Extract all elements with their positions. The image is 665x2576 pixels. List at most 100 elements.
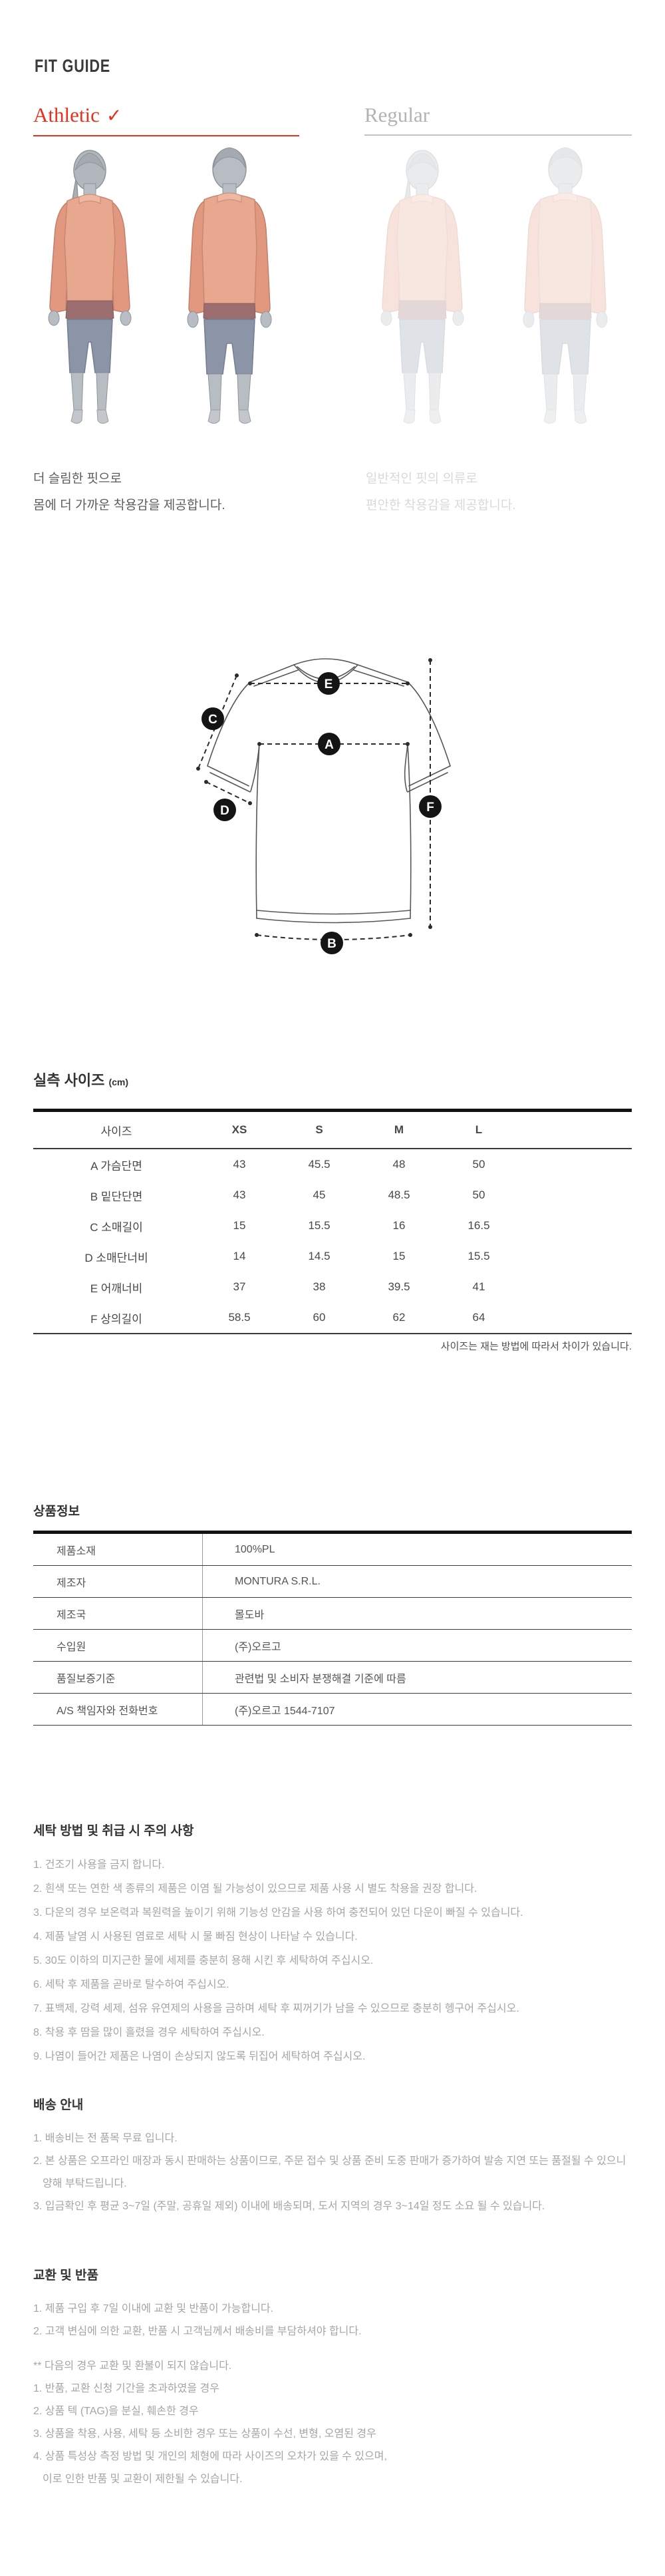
list-item: 9. 나염이 들어간 제품은 나염이 손상되지 않도록 뒤집어 세탁하여 주십시… [33, 2051, 366, 2062]
list-item: 1. 제품 구입 후 7일 이내에 교환 및 반품이 가능합니다. [33, 2303, 274, 2314]
info-value: 몰도바 [235, 1609, 265, 1621]
size-table: 사이즈 XS S M L A 가슴단면 43 45.5 48 50 B 밑단단면… [33, 1109, 632, 1334]
list-item: 8. 착용 후 땀을 많이 흘렸을 경우 세탁하여 주십시오. [33, 2027, 265, 2038]
shipping-section: 배송 안내 1. 배송비는 전 품목 무료 입니다. 2. 본 상품은 오프라인… [33, 2095, 645, 2218]
info-label: 제조자 [33, 1566, 203, 1597]
cell-l: 16.5 [467, 1219, 490, 1232]
list-item: 3. 상품을 착용, 사용, 세탁 등 소비한 경우 또는 상품이 수선, 변형… [33, 2428, 376, 2440]
athletic-male-figure [176, 141, 283, 434]
info-label: 품질보증기준 [33, 1662, 203, 1693]
list-item: 3. 다운의 경우 보온력과 복원력을 높이기 위해 기능성 안감을 사용 하여… [33, 1907, 523, 1919]
cell-l: 41 [472, 1280, 485, 1293]
table-row: E 어깨너비 37 38 39.5 41 [33, 1272, 632, 1302]
list-item: 2. 상품 텍 (TAG)을 분실, 훼손한 경우 [33, 2406, 199, 2417]
cell-xs: 14 [233, 1250, 246, 1262]
cell-m: 16 [392, 1219, 406, 1232]
cell-xs: 15 [233, 1219, 246, 1232]
cell-m: 39.5 [388, 1280, 410, 1293]
cell-s: 60 [313, 1311, 326, 1324]
info-value: MONTURA S.R.L. [235, 1575, 321, 1587]
row-label: C 소매길이 [90, 1220, 143, 1234]
size-col-header: 사이즈 [100, 1125, 132, 1138]
list-item: 6. 세탁 후 제품을 곧바로 탈수하여 주십시오. [33, 1979, 229, 1990]
info-value: 100%PL [235, 1543, 275, 1555]
list-item: 7. 표백제, 강력 세제, 섬유 유연제의 사용을 금하며 세탁 후 찌꺼기가… [33, 2003, 519, 2014]
cell-l: 50 [472, 1158, 485, 1171]
table-row: A 가슴단면 43 45.5 48 50 [33, 1149, 632, 1180]
row-label: F 상의길이 [90, 1312, 142, 1326]
info-value: 관련법 및 소비자 분쟁해결 기준에 따름 [235, 1673, 406, 1685]
product-info-table: 제품소재 100%PL 제조자 MONTURA S.R.L. 제조국 몰도바 수… [33, 1531, 632, 1726]
tab-athletic-label: Athletic [33, 103, 100, 126]
cell-m: 15 [392, 1250, 406, 1262]
cell-xs: 58.5 [228, 1311, 251, 1324]
svg-text:F: F [426, 801, 434, 815]
list-item: 1. 배송비는 전 품목 무료 입니다. [33, 2133, 178, 2144]
row-label: B 밑단단면 [90, 1190, 143, 1203]
list-item: 2. 고객 변심에 의한 교환, 반품 시 고객님께서 배송비를 부담하셔야 합… [33, 2326, 362, 2337]
check-icon: ✓ [106, 104, 122, 126]
care-title: 세탁 방법 및 취급 시 주의 사항 [33, 1824, 194, 1838]
size-section-title: 실측 사이즈 (cm) [33, 1069, 128, 1090]
regular-description: 일반적인 핏의 의류로 편안한 착용감을 제공합니다. [366, 466, 658, 519]
returns-title: 교환 및 반품 [33, 2269, 98, 2283]
list-item: 1. 반품, 교환 신청 기간을 초과하였을 경우 [33, 2383, 219, 2394]
row-label: A 가슴단면 [90, 1159, 142, 1173]
returns-section: 교환 및 반품 1. 제품 구입 후 7일 이내에 교환 및 반품이 가능합니다… [33, 2265, 645, 2491]
svg-text:E: E [325, 677, 333, 691]
list-item: 5. 30도 이하의 미지근한 물에 세제를 충분히 용해 시킨 후 세탁하여 … [33, 1955, 374, 1966]
svg-text:A: A [325, 738, 334, 752]
svg-text:B: B [327, 937, 336, 951]
table-row: 제품소재 100%PL [33, 1534, 632, 1566]
list-item: 2. 본 상품은 오프라인 매장과 동시 판매하는 상품이므로, 주문 접수 및… [33, 2155, 626, 2167]
size-col-l: L [475, 1123, 483, 1136]
cell-xs: 43 [233, 1189, 246, 1201]
shipping-list: 1. 배송비는 전 품목 무료 입니다. 2. 본 상품은 오프라인 매장과 동… [33, 2127, 645, 2218]
row-label: E 어깨너비 [90, 1282, 143, 1295]
cell-s: 15.5 [308, 1219, 331, 1232]
tab-regular[interactable]: Regular [364, 104, 632, 136]
table-row: D 소매단너비 14 14.5 15 15.5 [33, 1241, 632, 1272]
list-item: 4. 상품 특성상 측정 방법 및 개인의 체형에 따라 사이즈의 오차가 있을… [33, 2451, 387, 2462]
athletic-description: 더 슬림한 핏으로 몸에 더 가까운 착용감을 제공합니다. [33, 466, 326, 519]
size-table-header: 사이즈 XS S M L [33, 1112, 632, 1149]
size-col-xs: XS [231, 1123, 247, 1136]
tab-regular-label: Regular [364, 103, 430, 126]
cell-l: 64 [472, 1311, 485, 1324]
size-note: 사이즈는 재는 방법에 따라서 차이가 있습니다. [440, 1341, 632, 1352]
size-title-unit: (cm) [108, 1077, 129, 1087]
table-row: F 상의길이 58.5 60 62 64 [33, 1302, 632, 1333]
info-value: (주)오르고 [235, 1641, 281, 1653]
shipping-title: 배송 안내 [33, 2098, 84, 2112]
cell-m: 48 [392, 1158, 406, 1171]
regular-desc-line1: 일반적인 핏의 의류로 [366, 472, 477, 486]
cell-m: 48.5 [388, 1189, 410, 1201]
info-label: A/S 책임자와 전화번호 [33, 1694, 203, 1725]
list-item: 1. 건조기 사용을 금지 합니다. [33, 1859, 165, 1871]
regular-desc-line2: 편안한 착용감을 제공합니다. [366, 498, 516, 512]
table-row: 제조국 몰도바 [33, 1598, 632, 1630]
cell-s: 14.5 [308, 1250, 331, 1262]
returns-notice: ** 다음의 경우 교환 및 환불이 되지 않습니다. [33, 2360, 232, 2372]
fit-guide-title: FIT GUIDE [35, 56, 110, 76]
list-item: 3. 입금확인 후 평균 3~7일 (주말, 공휴일 제외) 이내에 배송되며,… [33, 2201, 545, 2212]
size-col-s: S [315, 1123, 323, 1136]
info-value: (주)오르고 1544-7107 [235, 1705, 335, 1717]
cell-m: 62 [392, 1311, 406, 1324]
svg-text:C: C [208, 713, 217, 727]
list-item: 2. 흰색 또는 연한 색 종류의 제품은 이염 될 가능성이 있으므로 제품 … [33, 1883, 477, 1895]
tab-athletic[interactable]: Athletic ✓ [33, 104, 299, 136]
athletic-desc-line2: 몸에 더 가까운 착용감을 제공합니다. [33, 498, 225, 512]
info-label: 제품소재 [33, 1534, 203, 1565]
athletic-desc-line1: 더 슬림한 핏으로 [33, 472, 122, 486]
measure-label-d: D [213, 799, 236, 821]
table-row: 제조자 MONTURA S.R.L. [33, 1566, 632, 1598]
info-label: 수입원 [33, 1630, 203, 1661]
svg-text:D: D [220, 804, 229, 818]
measure-label-c: C [201, 707, 224, 730]
care-list: 1. 건조기 사용을 금지 합니다. 2. 흰색 또는 연한 색 종류의 제품은… [33, 1853, 645, 2069]
regular-male-figure [512, 141, 618, 434]
measure-label-b: B [321, 932, 343, 954]
table-row: C 소매길이 15 15.5 16 16.5 [33, 1210, 632, 1241]
